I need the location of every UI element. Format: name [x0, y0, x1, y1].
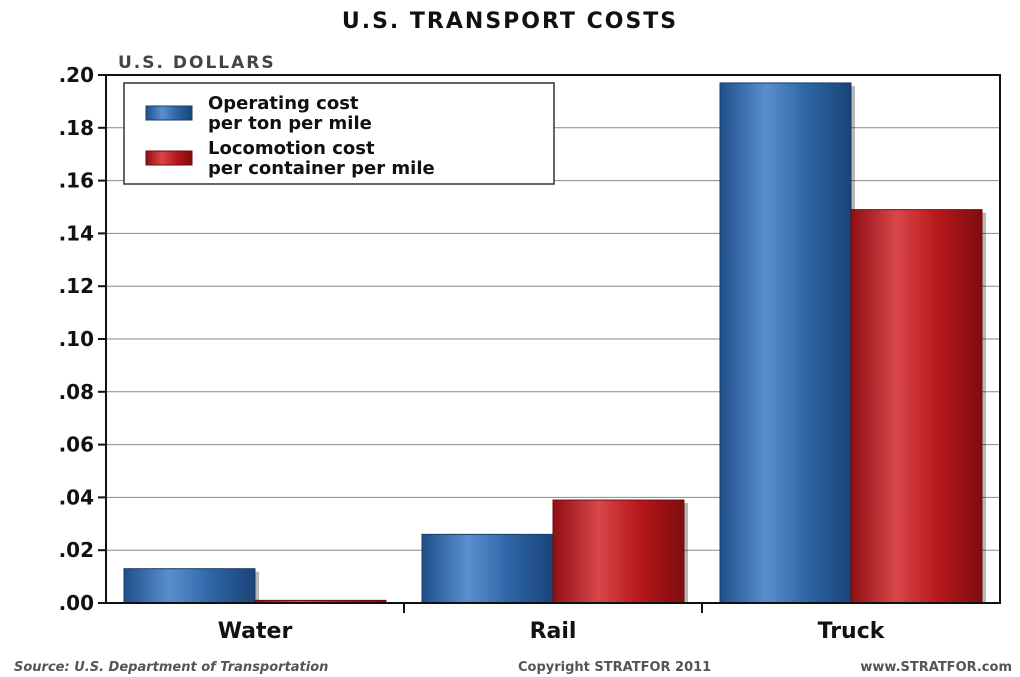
chart-title: U.S. TRANSPORT COSTS — [342, 9, 678, 34]
category-label-rail: Rail — [530, 619, 577, 644]
bar-truck-locomotion — [850, 209, 983, 604]
y-tick-label: .12 — [59, 274, 94, 298]
legend-swatch-operating — [145, 105, 193, 121]
copyright-note: Copyright STRATFOR 2011 — [518, 660, 711, 675]
y-tick-label: .00 — [59, 591, 94, 615]
y-tick-label: .08 — [59, 380, 94, 404]
y-tick-label: .04 — [59, 485, 94, 509]
y-tick-label: .16 — [59, 169, 94, 193]
bar-truck-operating — [719, 82, 852, 604]
y-tick-labels: .00 .02 .04 .06 .08 .10 .12 .14 .16 .18 .20 — [59, 63, 106, 615]
source-note: Source: U.S. Department of Transportatio… — [14, 660, 328, 675]
category-label-truck: Truck — [818, 619, 886, 644]
legend: Operating cost per ton per mile Locomoti… — [123, 82, 555, 185]
bar-rail-locomotion — [552, 499, 685, 604]
bars — [123, 82, 986, 604]
y-tick-label: .06 — [59, 433, 94, 457]
y-tick-label: .20 — [59, 63, 94, 87]
y-tick-label: .02 — [59, 538, 94, 562]
bar-rail-operating — [421, 533, 554, 604]
bar-water-operating — [123, 568, 256, 604]
category-labels: Water Rail Truck — [218, 619, 886, 644]
legend-box — [123, 82, 555, 185]
x-axis-ticks — [403, 603, 703, 613]
y-tick-label: .14 — [59, 221, 94, 245]
plot-frame — [105, 74, 1001, 604]
category-label-water: Water — [218, 619, 293, 644]
y-tick-label: .10 — [59, 327, 94, 351]
legend-label-operating-line1: Operating cost — [208, 93, 359, 114]
legend-label-locomotion-line2: per container per mile — [208, 158, 435, 179]
legend-label-operating-line2: per ton per mile — [208, 113, 372, 134]
y-tick-label: .18 — [59, 116, 94, 140]
legend-swatch-locomotion — [145, 150, 193, 166]
legend-label-locomotion-line1: Locomotion cost — [208, 138, 375, 159]
y-axis-label: U.S. DOLLARS — [118, 53, 276, 73]
website-note: www.STRATFOR.com — [860, 660, 1012, 675]
